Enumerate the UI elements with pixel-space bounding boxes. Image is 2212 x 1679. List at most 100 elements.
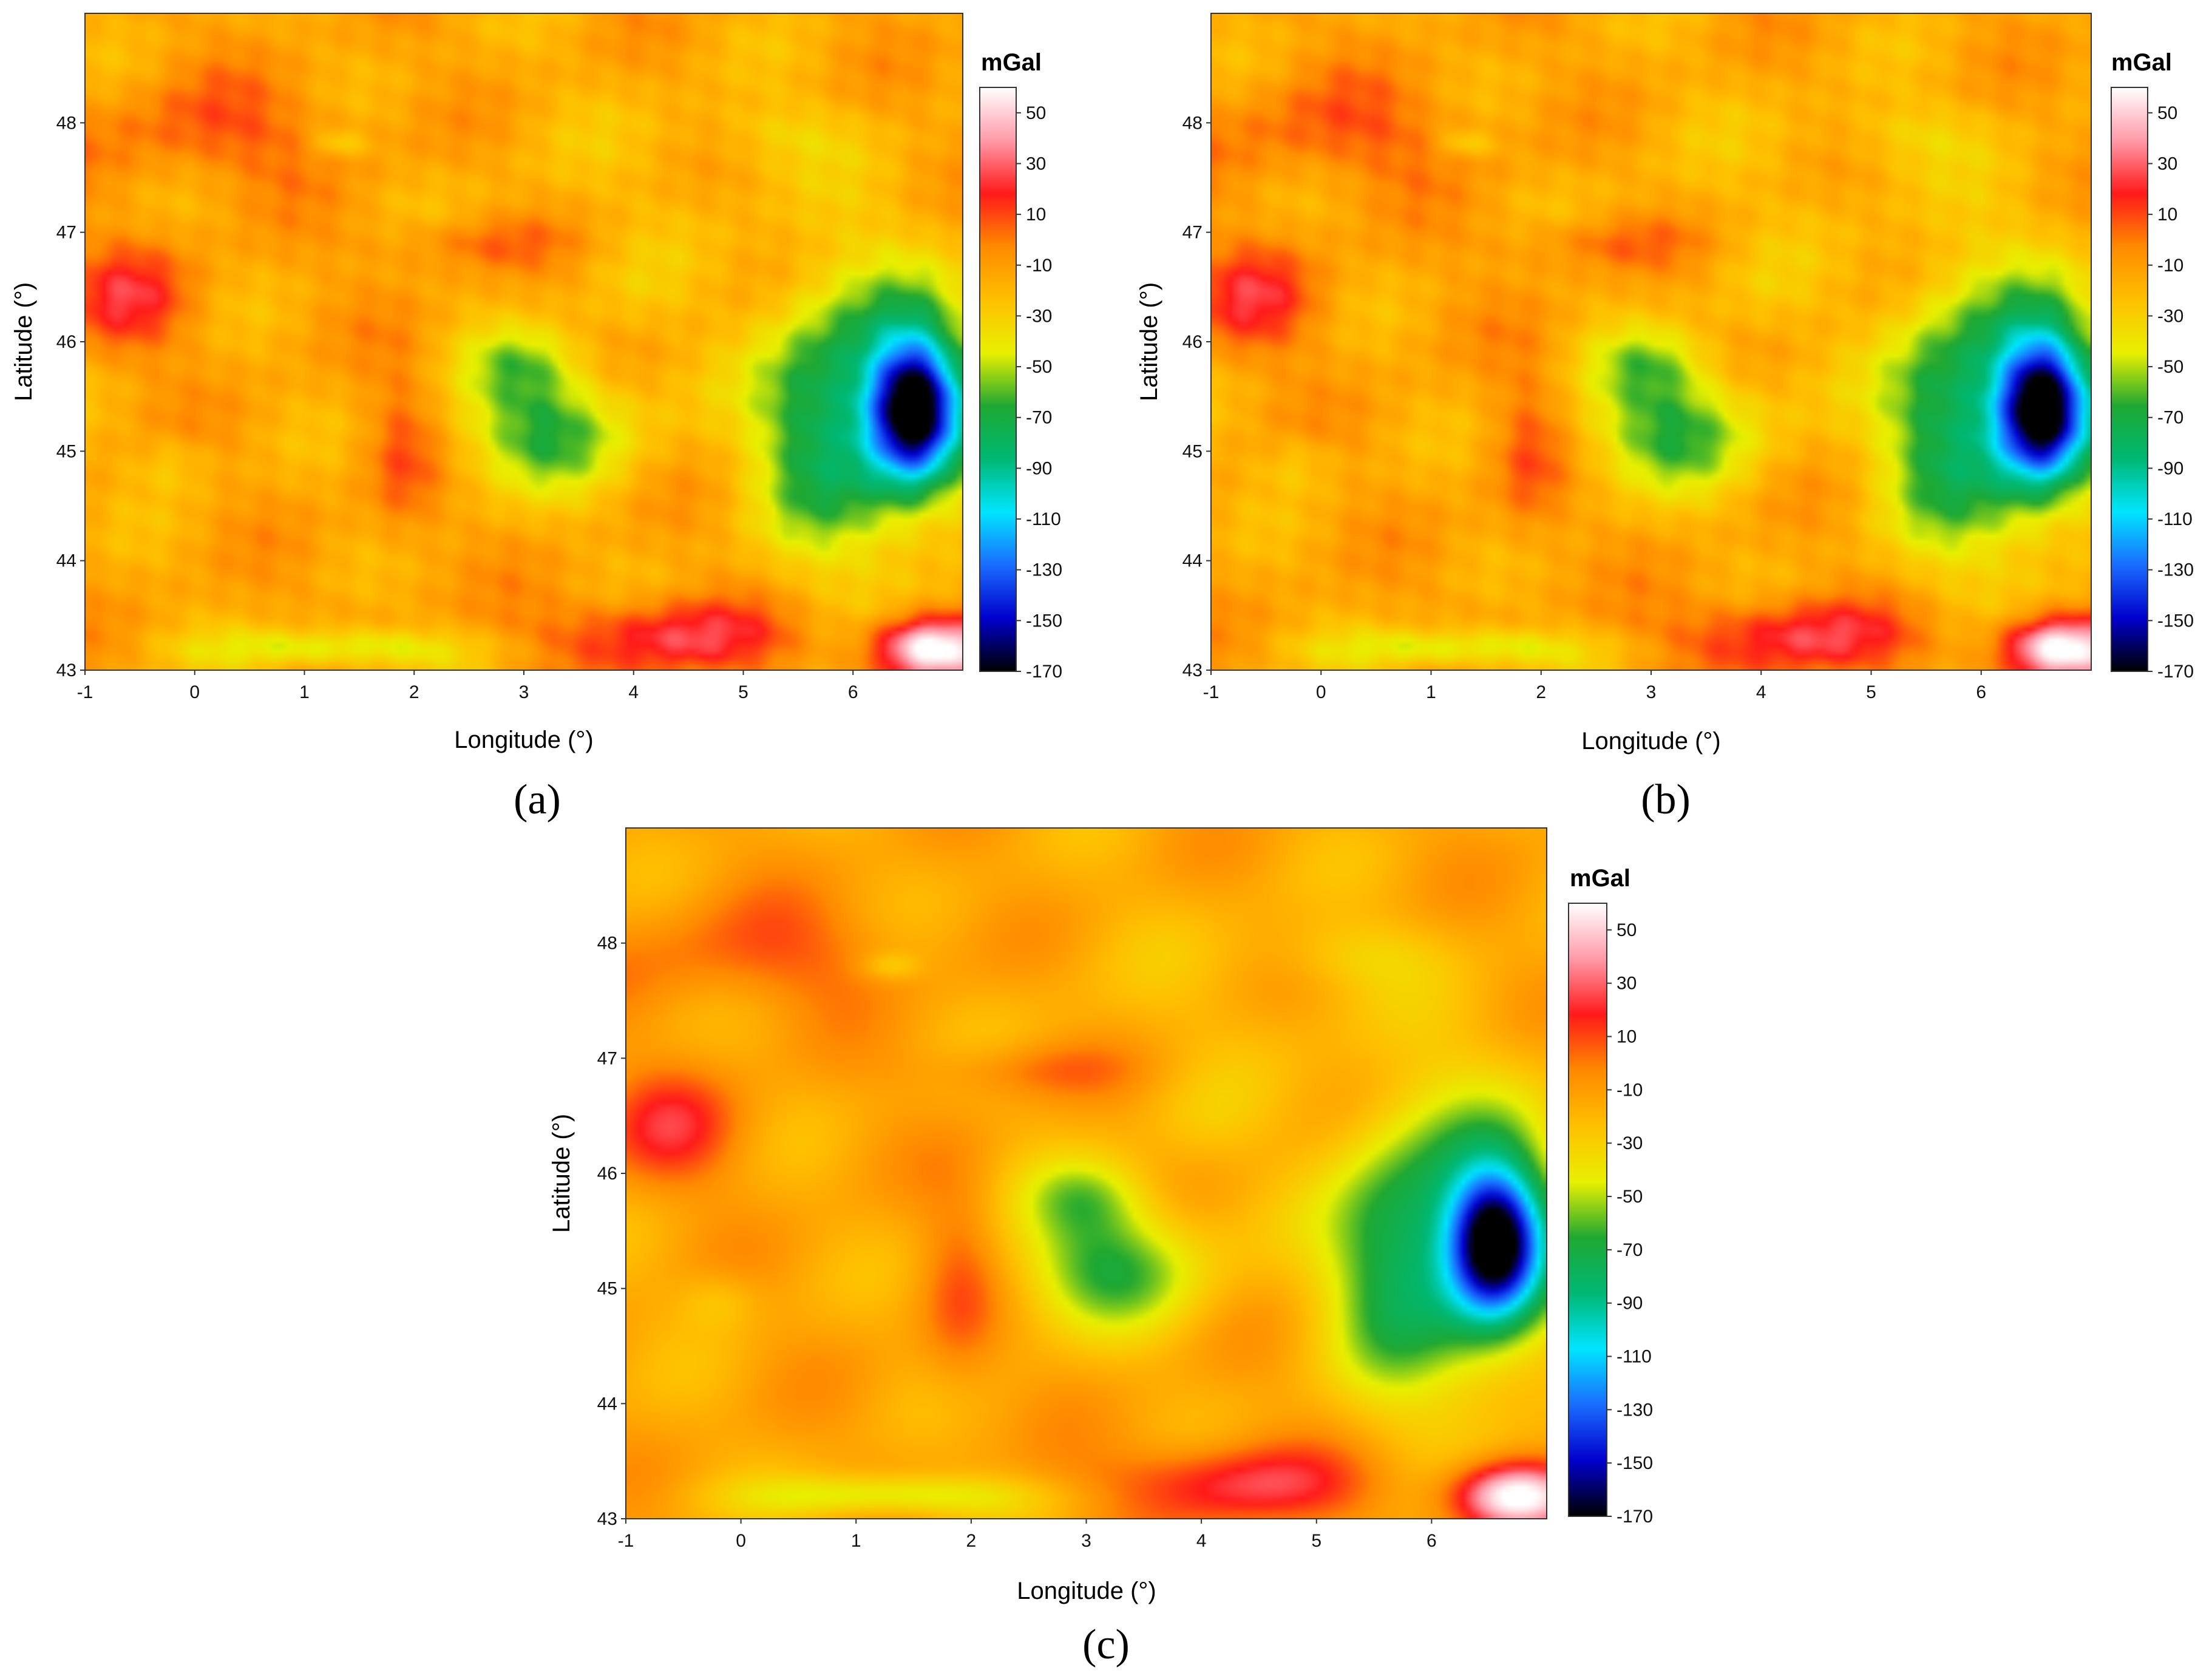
colorbar-tick-label: 10 bbox=[2157, 205, 2177, 225]
x-tick-label: 5 bbox=[1866, 682, 1876, 702]
y-tick-label: 43 bbox=[597, 1509, 617, 1529]
panel-label-a: (a) bbox=[514, 776, 561, 823]
colorbar-b bbox=[2111, 87, 2148, 672]
y-tick-label: 44 bbox=[56, 551, 76, 571]
y-tick-label: 46 bbox=[56, 332, 76, 352]
x-tick-label: 2 bbox=[409, 682, 419, 702]
colorbar-tick-label: -170 bbox=[2157, 662, 2194, 682]
colorbar-tick-label: -90 bbox=[1026, 458, 1052, 478]
x-tick-label: 0 bbox=[1316, 682, 1326, 702]
y-tick-label: 47 bbox=[597, 1048, 617, 1068]
x-tick-label: 3 bbox=[519, 682, 529, 702]
x-tick-label: 3 bbox=[1646, 682, 1657, 702]
x-tick-label: 4 bbox=[1196, 1531, 1207, 1551]
y-axis-ticks-b: 43 44 45 46 47 48 bbox=[1182, 113, 1211, 680]
y-tick-label: 47 bbox=[56, 223, 76, 243]
x-tick-label: 4 bbox=[628, 682, 639, 702]
x-tick-label: 3 bbox=[1081, 1531, 1091, 1551]
x-axis-ticks-a: -1 0 1 2 3 4 5 6 bbox=[77, 670, 858, 702]
y-tick-label: 45 bbox=[597, 1279, 617, 1299]
x-tick-label: -1 bbox=[1203, 682, 1220, 702]
colorbar-tick-label: -70 bbox=[1026, 408, 1052, 428]
x-tick-label: 1 bbox=[851, 1531, 861, 1551]
colorbar-tick-label: -70 bbox=[1617, 1240, 1643, 1260]
heatmap-c bbox=[626, 828, 1547, 1519]
y-axis-title-b: Latitude (°) bbox=[1136, 282, 1162, 401]
colorbar-tick-label: -110 bbox=[2157, 509, 2193, 529]
colorbar-tick-label: 30 bbox=[1026, 154, 1046, 174]
colorbar-tick-label: -10 bbox=[2157, 256, 2183, 276]
colorbar-c bbox=[1568, 903, 1607, 1517]
y-tick-label: 44 bbox=[1182, 551, 1203, 571]
colorbar-tick-label: 30 bbox=[1617, 974, 1637, 994]
y-tick-label: 45 bbox=[1182, 441, 1203, 461]
y-tick-label: 44 bbox=[597, 1394, 617, 1414]
colorbar-tick-label: -110 bbox=[1617, 1347, 1652, 1367]
x-axis-ticks-c: -1 0 1 2 3 4 5 6 bbox=[618, 1519, 1437, 1551]
colorbar-tick-label: -50 bbox=[2157, 357, 2183, 377]
x-tick-label: 0 bbox=[736, 1531, 746, 1551]
y-axis-ticks-a: 43 44 45 46 47 48 bbox=[56, 113, 85, 680]
colorbar-tick-label: -70 bbox=[2157, 408, 2183, 428]
y-tick-label: 48 bbox=[56, 113, 76, 133]
colorbar-ticks-a: 50 30 10 -10 -30 -50 -70 -90 -110 -130 -150 -170 bbox=[1016, 103, 1062, 682]
x-axis-ticks-b: -1 0 1 2 3 4 5 6 bbox=[1203, 670, 1986, 702]
colorbar-tick-label: 50 bbox=[1617, 920, 1637, 940]
colorbar-tick-label: -130 bbox=[1617, 1400, 1653, 1420]
colorbar-tick-label: 30 bbox=[2157, 154, 2177, 174]
x-axis-title-a: Longitude (°) bbox=[454, 727, 593, 753]
colorbar-tick-label: -10 bbox=[1617, 1080, 1643, 1100]
colorbar-tick-label: -150 bbox=[1617, 1453, 1653, 1473]
y-tick-label: 48 bbox=[1182, 113, 1203, 133]
x-axis-title-b: Longitude (°) bbox=[1581, 728, 1720, 755]
y-axis-title-c: Latitude (°) bbox=[548, 1114, 575, 1233]
y-tick-label: 46 bbox=[597, 1164, 617, 1184]
colorbar-tick-label: -30 bbox=[1617, 1133, 1643, 1153]
y-axis-ticks-c: 43 44 45 46 47 48 bbox=[597, 934, 626, 1529]
colorbar-tick-label: -170 bbox=[1026, 662, 1062, 682]
y-tick-label: 45 bbox=[56, 441, 76, 461]
colorbar-tick-label: 10 bbox=[1617, 1027, 1637, 1047]
heatmap-b bbox=[1211, 13, 2091, 670]
colorbar-tick-label: -50 bbox=[1617, 1187, 1643, 1207]
colorbar-tick-label: -130 bbox=[2157, 560, 2194, 580]
x-tick-label: 6 bbox=[1976, 682, 1986, 702]
y-tick-label: 43 bbox=[56, 660, 76, 680]
colorbar-tick-label: -90 bbox=[1617, 1294, 1643, 1314]
colorbar-ticks-b: 50 30 10 -10 -30 -50 -70 -90 -110 -130 -150 -170 bbox=[2148, 103, 2194, 682]
x-tick-label: 0 bbox=[189, 682, 200, 702]
x-tick-label: 4 bbox=[1756, 682, 1766, 702]
x-tick-label: 2 bbox=[966, 1531, 977, 1551]
x-tick-label: 1 bbox=[1426, 682, 1436, 702]
colorbar-tick-label: -170 bbox=[1617, 1507, 1653, 1527]
colorbar-tick-label: -50 bbox=[1026, 357, 1052, 377]
colorbar-ticks-c: 50 30 10 -10 -30 -50 -70 -90 -110 -130 -150 -170 bbox=[1607, 920, 1653, 1527]
colorbar-tick-label: -110 bbox=[1026, 509, 1061, 529]
colorbar-unit-b: mGal bbox=[2111, 49, 2172, 76]
colorbar-tick-label: 50 bbox=[1026, 103, 1046, 123]
colorbar-tick-label: 10 bbox=[1026, 205, 1046, 225]
y-tick-label: 43 bbox=[1182, 660, 1203, 680]
y-tick-label: 48 bbox=[597, 934, 617, 954]
colorbar-tick-label: -30 bbox=[2157, 306, 2183, 326]
x-tick-label: 5 bbox=[1311, 1531, 1321, 1551]
x-tick-label: -1 bbox=[77, 682, 93, 702]
x-tick-label: 5 bbox=[738, 682, 748, 702]
x-tick-label: 6 bbox=[1427, 1531, 1437, 1551]
colorbar-tick-label: -10 bbox=[1026, 256, 1052, 276]
x-tick-label: 2 bbox=[1536, 682, 1546, 702]
colorbar-tick-label: -150 bbox=[1026, 611, 1062, 631]
colorbar-tick-label: 50 bbox=[2157, 103, 2177, 123]
x-tick-label: 1 bbox=[299, 682, 310, 702]
x-axis-title-c: Longitude (°) bbox=[1017, 1578, 1156, 1604]
colorbar-a bbox=[979, 87, 1017, 672]
x-tick-label: 6 bbox=[848, 682, 858, 702]
colorbar-tick-label: -150 bbox=[2157, 611, 2194, 631]
colorbar-unit-a: mGal bbox=[981, 49, 1042, 76]
panel-label-c: (c) bbox=[1082, 1621, 1130, 1668]
colorbar-unit-c: mGal bbox=[1570, 865, 1630, 892]
colorbar-tick-label: -130 bbox=[1026, 560, 1062, 580]
colorbar-tick-label: -90 bbox=[2157, 458, 2183, 478]
